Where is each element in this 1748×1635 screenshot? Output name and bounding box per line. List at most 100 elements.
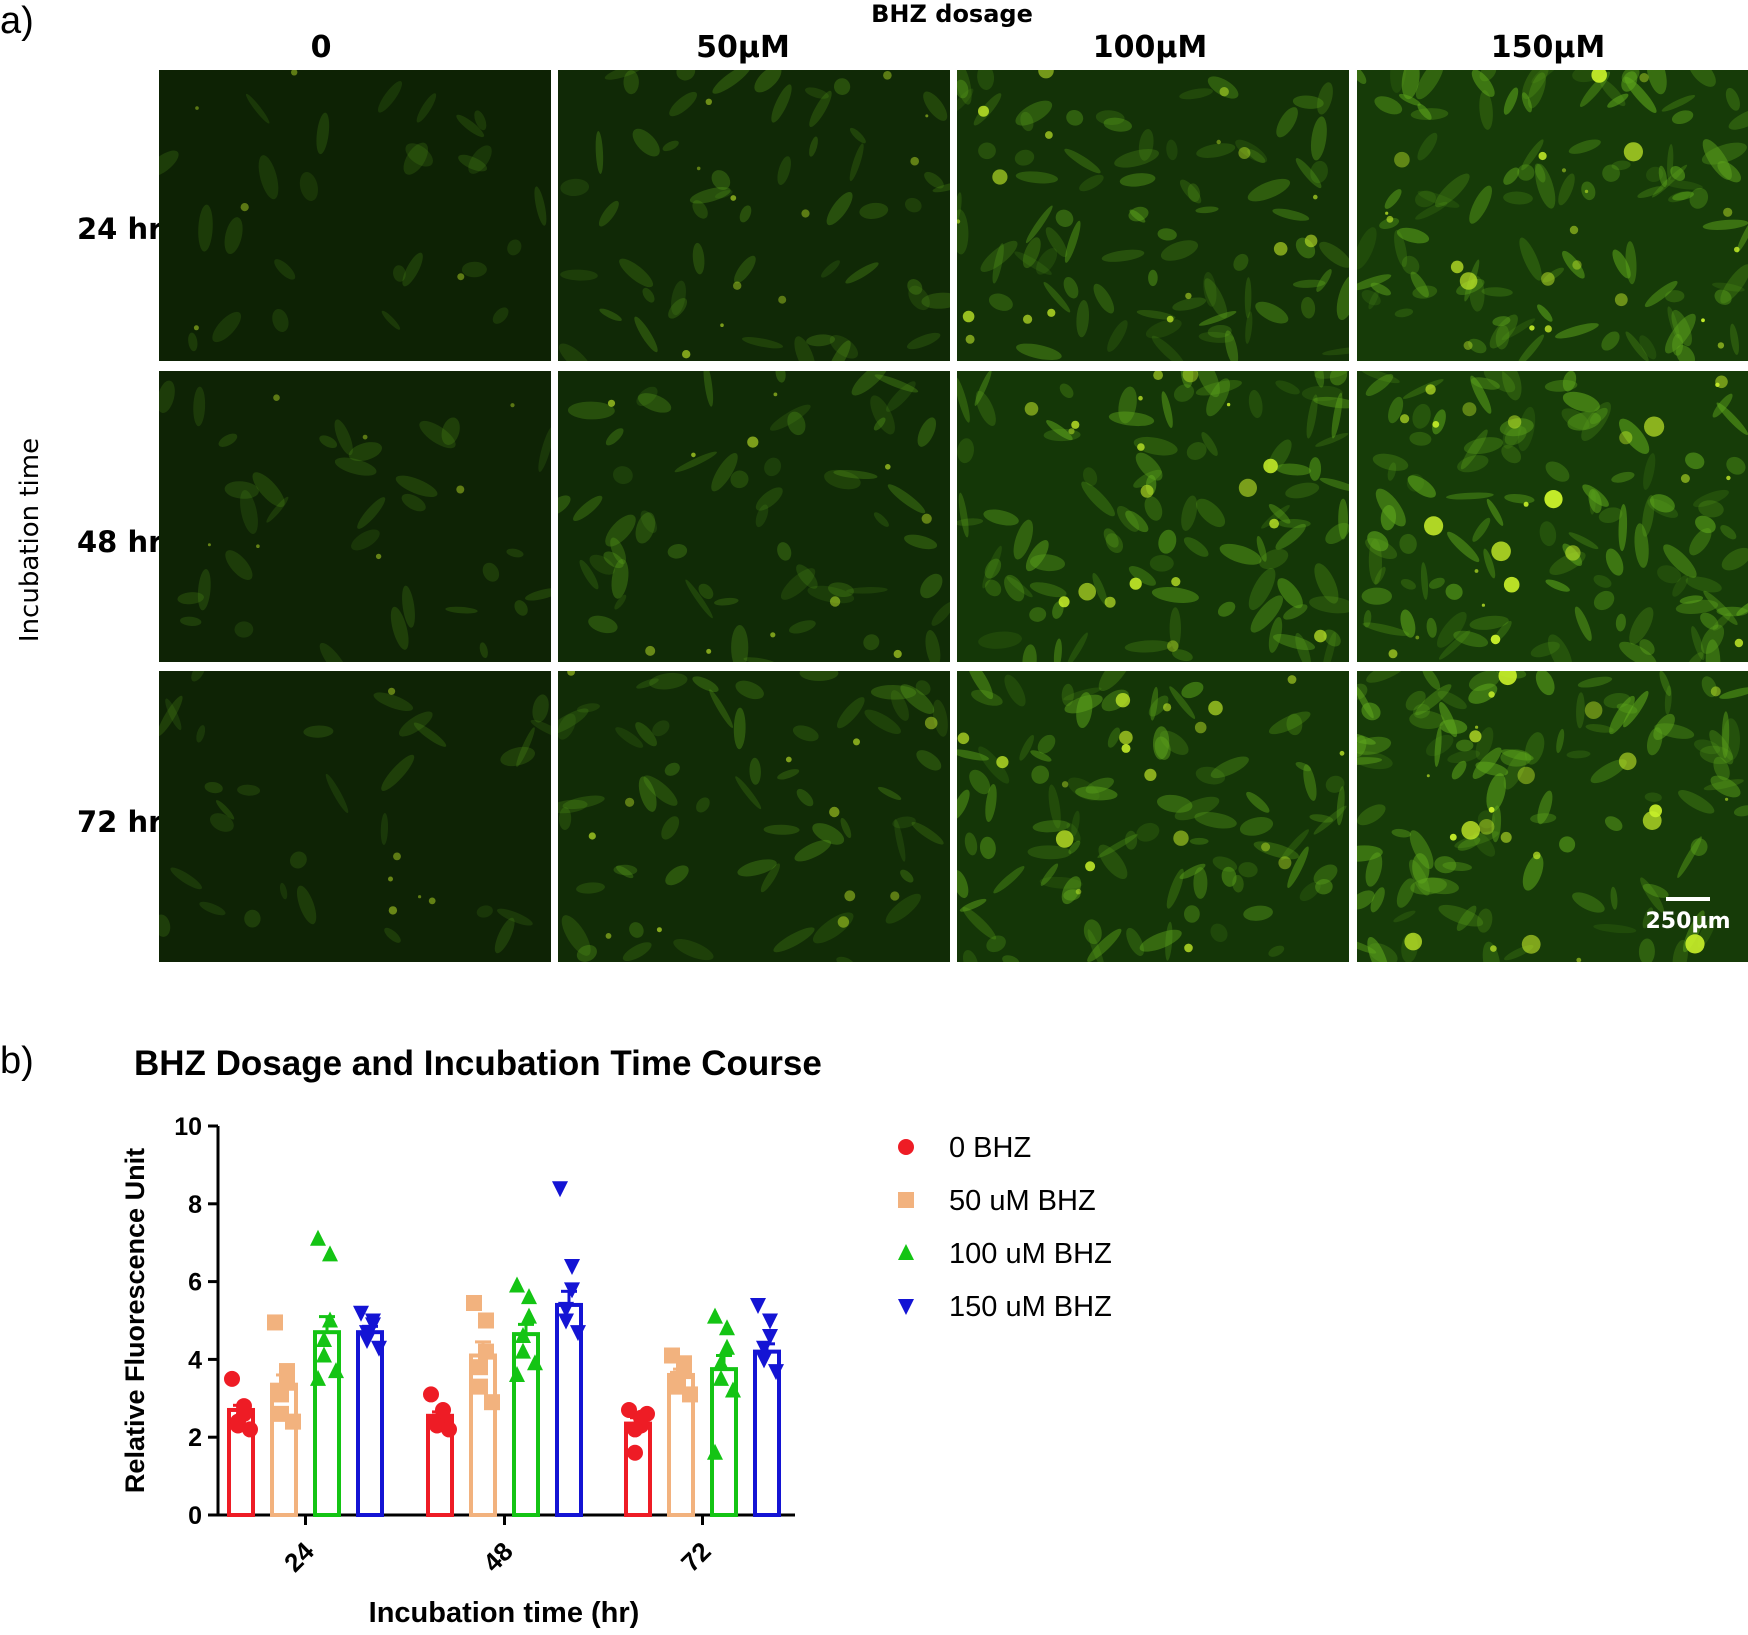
cell <box>1075 786 1118 801</box>
cell <box>809 136 818 157</box>
cell <box>638 776 657 812</box>
y-tick-label: 6 <box>188 1269 202 1297</box>
bright-spot <box>1287 675 1297 684</box>
cell <box>1605 548 1624 576</box>
cell <box>1194 371 1220 398</box>
data-point <box>316 1346 332 1363</box>
cell <box>1537 790 1553 825</box>
cell <box>1491 805 1502 843</box>
column-label-100: 100µM <box>1092 30 1208 65</box>
bright-spot <box>837 916 850 928</box>
cell <box>692 200 708 219</box>
cell <box>1179 88 1213 100</box>
cell <box>1315 432 1349 447</box>
bright-spot <box>1238 147 1251 159</box>
cell <box>1402 379 1444 399</box>
cell <box>1685 576 1722 593</box>
cell <box>669 91 698 117</box>
cell <box>764 457 782 477</box>
cell <box>1323 629 1341 647</box>
bright-spot <box>1469 730 1482 743</box>
bright-spot <box>1137 443 1145 451</box>
cell <box>623 70 639 95</box>
cell <box>1014 251 1052 275</box>
x-tick-label: 72 <box>675 1536 717 1578</box>
cell <box>796 788 814 807</box>
cell <box>1457 837 1481 851</box>
cell <box>1530 813 1557 824</box>
cell <box>1516 334 1545 361</box>
bright-spot <box>1058 596 1070 608</box>
cell <box>1703 779 1744 791</box>
x-tick-label: 48 <box>477 1536 519 1578</box>
cell <box>1412 285 1438 299</box>
cell <box>1453 630 1489 648</box>
cell <box>558 713 576 740</box>
cell <box>1615 613 1626 632</box>
cell <box>1500 749 1532 767</box>
cell <box>1539 521 1557 547</box>
cell <box>225 550 253 581</box>
cell <box>1187 183 1201 203</box>
cell <box>1665 290 1685 303</box>
bright-spot <box>747 436 759 448</box>
cell <box>1250 595 1284 633</box>
cell <box>1725 87 1740 111</box>
cell <box>1059 383 1074 399</box>
cell <box>1029 554 1066 572</box>
cell <box>1295 761 1312 772</box>
data-point <box>707 1443 723 1460</box>
micrograph-cells <box>159 70 547 352</box>
cell <box>589 554 616 575</box>
cell <box>1721 711 1730 759</box>
cell <box>1428 577 1445 589</box>
cell <box>1124 640 1172 653</box>
cell <box>957 70 972 105</box>
cell <box>1357 735 1367 758</box>
cell <box>1602 164 1620 182</box>
cell <box>1194 811 1237 829</box>
bright-spot <box>428 897 436 905</box>
micrograph-cells <box>957 671 1347 962</box>
cell <box>1154 736 1171 760</box>
cell <box>1055 209 1074 227</box>
bright-spot <box>1273 242 1288 256</box>
cell <box>1235 139 1268 163</box>
cell <box>1179 179 1202 204</box>
cell <box>1015 100 1053 126</box>
cell <box>733 707 746 750</box>
cell <box>864 709 901 735</box>
cell <box>1259 548 1289 570</box>
bright-spot <box>992 169 1008 185</box>
cell <box>1483 548 1496 579</box>
bright-spot <box>1463 341 1473 350</box>
cell <box>873 512 889 527</box>
cell <box>812 912 854 944</box>
bright-spot <box>996 756 1009 769</box>
bright-spot <box>456 485 465 494</box>
micrograph-cells <box>159 380 551 662</box>
cell <box>1519 237 1542 281</box>
cell <box>1658 165 1668 188</box>
cell <box>159 380 175 414</box>
cell <box>1114 148 1159 168</box>
data-point <box>472 1378 488 1395</box>
legend-label: 0 BHZ <box>949 1132 1031 1164</box>
bright-spot <box>1261 842 1271 852</box>
cell <box>1691 626 1705 661</box>
cell <box>1412 403 1431 429</box>
cell <box>1593 574 1612 588</box>
cell <box>845 262 879 284</box>
cell <box>777 769 800 780</box>
cell <box>1173 384 1195 402</box>
cell <box>1125 510 1149 533</box>
cell <box>252 472 285 508</box>
cell <box>1447 750 1481 764</box>
cell <box>1317 82 1333 115</box>
cell <box>1098 844 1128 880</box>
cell <box>982 545 1002 589</box>
bright-spot <box>1517 766 1535 785</box>
data-point <box>484 1394 500 1411</box>
cell <box>1315 878 1333 895</box>
bright-spot <box>1561 168 1567 173</box>
